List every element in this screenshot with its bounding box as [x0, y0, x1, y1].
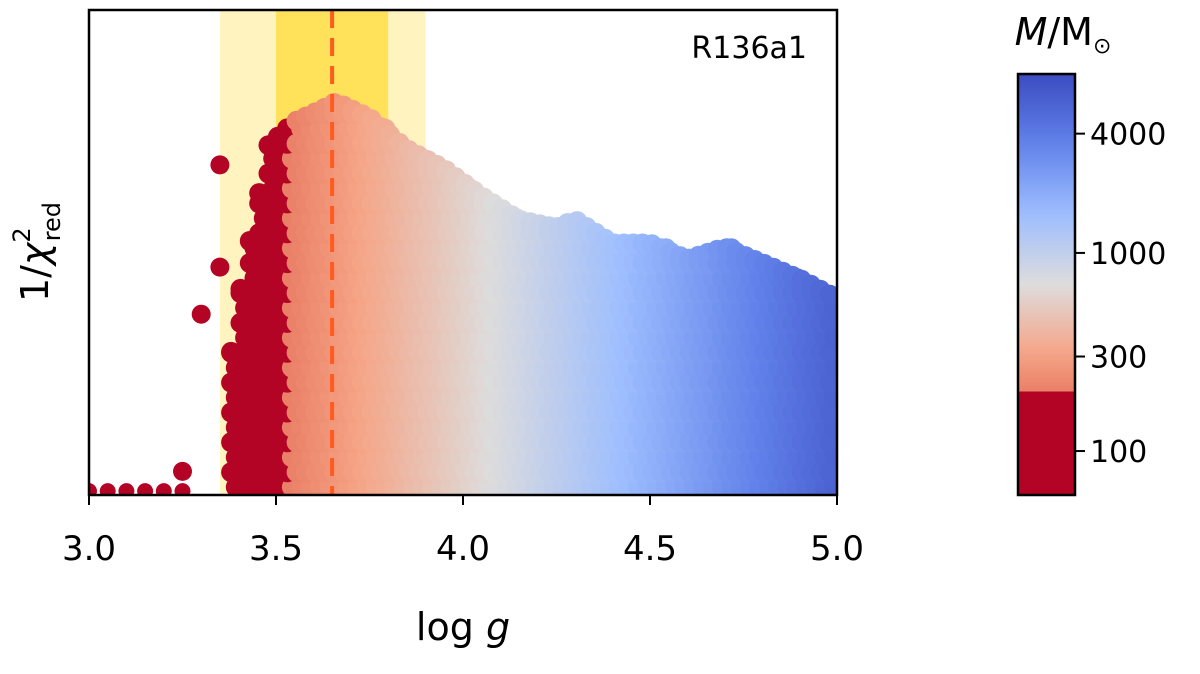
- y-axis-label: 1/χ2red: [8, 202, 66, 302]
- scatter-points: [89, 93, 837, 495]
- x-axis-label: log g: [416, 605, 510, 649]
- scatter-point-1319: [173, 461, 192, 481]
- x-tick-label-0: 3.0: [62, 529, 116, 569]
- plot-area: [87, 8, 839, 497]
- colorbar-tick-label-3: 4000: [1090, 118, 1166, 153]
- colorbar-tick-label-2: 1000: [1090, 237, 1166, 272]
- scatter-point-1311: [819, 342, 837, 363]
- scatter-point-1305: [819, 432, 837, 453]
- colorbar-gradient: [1018, 74, 1075, 495]
- colorbar-ticks: 100 300 1000 4000: [1075, 118, 1166, 470]
- scatter-point-1316: [210, 155, 230, 175]
- x-tick-label-1: 3.5: [249, 529, 303, 569]
- x-tick-label-4: 5.0: [810, 529, 864, 569]
- colorbar-frame: [1016, 72, 1077, 497]
- scatter-point-3: [137, 483, 154, 495]
- scatter-point-5: [174, 483, 191, 495]
- x-tick-label-3: 4.5: [623, 529, 677, 569]
- scatter-point-1318: [210, 257, 230, 277]
- scatter-point-1303: [819, 462, 837, 483]
- colorbar-tick-label-0: 100: [1090, 435, 1147, 470]
- scatter-point-1304: [824, 447, 837, 468]
- scatter-point-1308: [824, 387, 837, 408]
- scatter-point-1315: [819, 284, 837, 305]
- scatter-point-1309: [819, 372, 837, 393]
- colorbar-label: M/M⊙: [1015, 10, 1112, 59]
- scatter-point-1306: [824, 417, 837, 438]
- scatter-point-1312: [824, 327, 837, 348]
- scatter-point-2: [118, 483, 135, 495]
- colorbar: M/M⊙ 100 300 1000 4000: [1015, 10, 1166, 497]
- scatter-point-1307: [819, 402, 837, 423]
- scatter-point-1310: [824, 357, 837, 378]
- colorbar-tick-label-1: 300: [1090, 341, 1147, 376]
- x-axis-ticks: 3.0 3.5 4.0 4.5 5.0: [62, 495, 864, 569]
- scatter-point-1: [99, 483, 116, 495]
- scatter-point-1317: [191, 304, 211, 324]
- scatter-point-1313: [819, 312, 837, 333]
- annotation-label: R136a1: [691, 31, 807, 66]
- scatter-point-4: [155, 483, 172, 495]
- x-tick-label-2: 4.0: [436, 529, 490, 569]
- scatter-point-0: [89, 483, 97, 495]
